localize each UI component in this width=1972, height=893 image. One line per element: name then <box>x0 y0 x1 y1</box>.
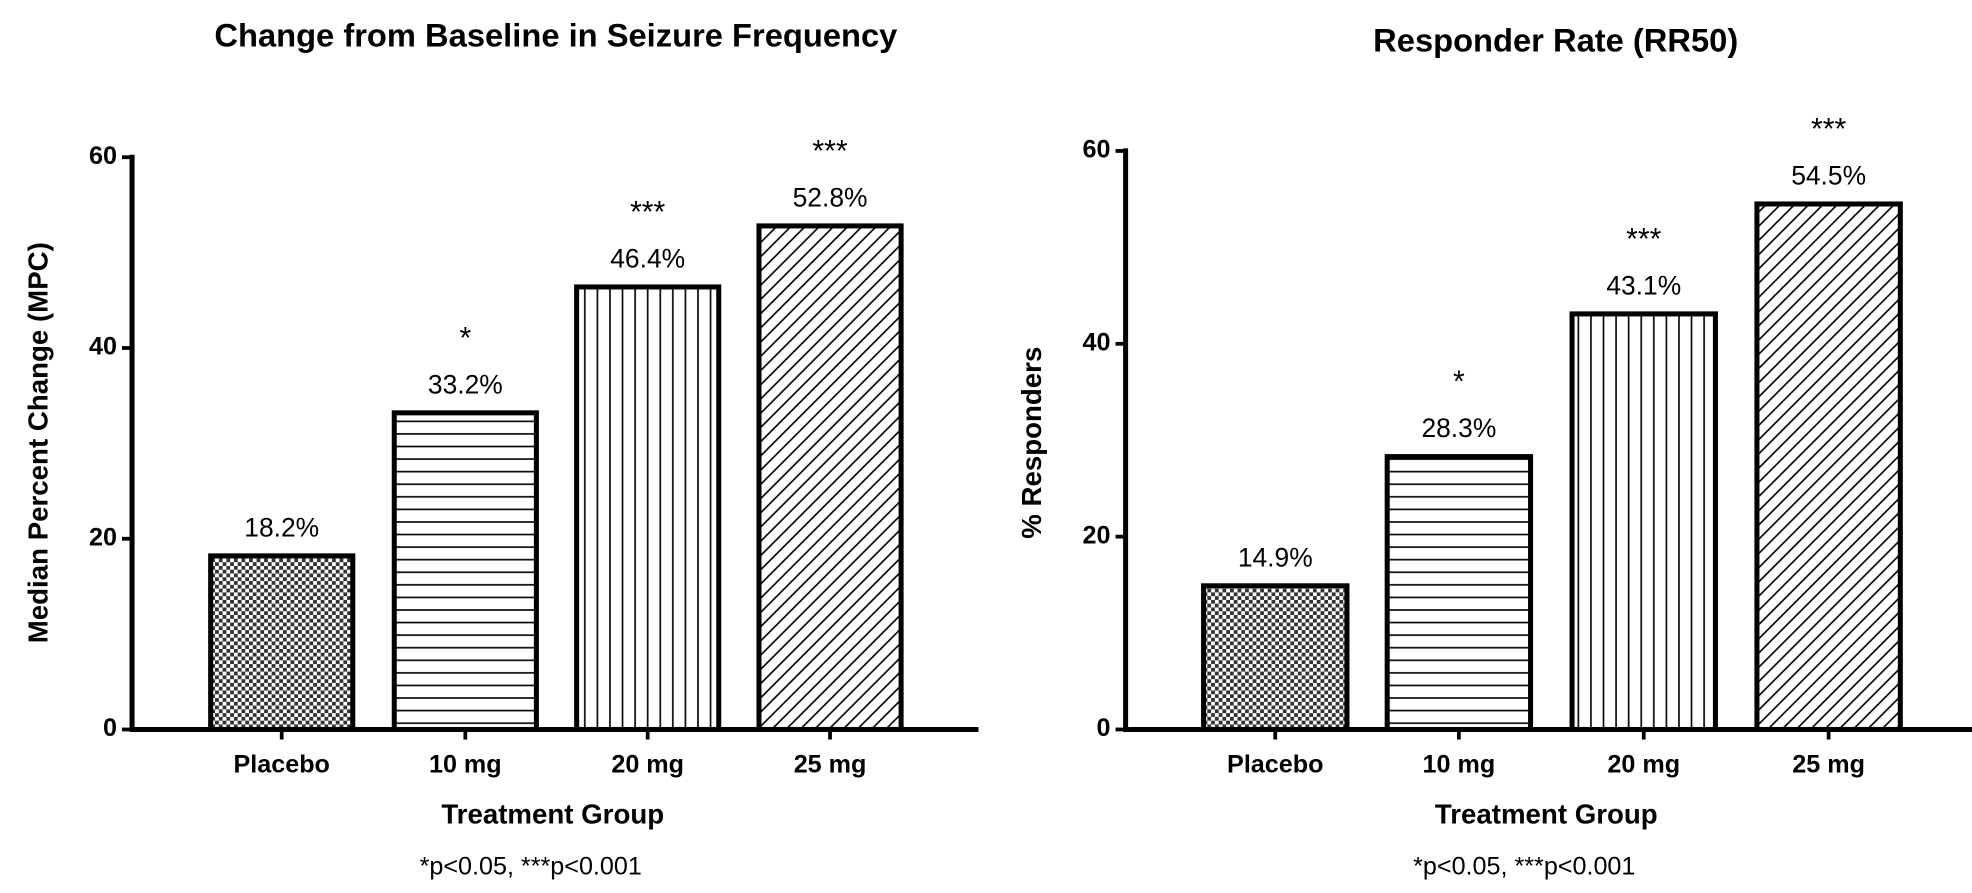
bar <box>1384 454 1534 732</box>
x-tick-label: Placebo <box>1227 751 1323 779</box>
x-tick-label: 25 mg <box>1792 751 1865 779</box>
value-label: 14.9% <box>1238 542 1313 572</box>
footnote: *p<0.05, ***p<0.001 <box>1413 852 1635 880</box>
y-tick-label: 60 <box>1083 136 1111 164</box>
y-tick-label: 40 <box>89 333 117 361</box>
significance-marker: *** <box>812 135 847 168</box>
significance-marker: * <box>1453 366 1465 399</box>
y-tick-label: 20 <box>89 523 117 551</box>
y-tick-label: 60 <box>89 142 117 170</box>
x-tick-label: Placebo <box>234 751 330 779</box>
x-tick-label: 25 mg <box>794 751 867 779</box>
x-tick-label: 20 mg <box>611 751 684 779</box>
footnote: *p<0.05, ***p<0.001 <box>420 852 642 880</box>
bar <box>756 223 904 732</box>
significance-marker: *** <box>1626 223 1661 256</box>
significance-marker: * <box>459 322 471 355</box>
x-axis-title: Treatment Group <box>441 799 664 830</box>
bar <box>574 284 722 732</box>
chart-title: Responder Rate (RR50) <box>1373 21 1738 58</box>
value-label: 52.8% <box>793 182 868 212</box>
x-tick-label: 20 mg <box>1607 751 1680 779</box>
significance-marker: *** <box>1811 113 1846 146</box>
x-tick-label: 10 mg <box>429 751 502 779</box>
bar <box>1201 583 1350 732</box>
x-tick-label: 10 mg <box>1423 751 1496 779</box>
y-axis-title: Median Percent Change (MPC) <box>23 242 54 643</box>
bar <box>1569 311 1718 732</box>
bar <box>208 553 356 732</box>
y-tick-label: 0 <box>1097 714 1111 742</box>
y-tick-label: 20 <box>1083 521 1111 549</box>
value-label: 18.2% <box>244 512 319 542</box>
y-tick-label: 40 <box>1083 328 1111 356</box>
value-label: 43.1% <box>1606 270 1681 300</box>
y-axis-title: % Responders <box>1016 347 1047 539</box>
chart-title: Change from Baseline in Seizure Frequenc… <box>214 16 897 53</box>
value-label: 33.2% <box>428 369 503 399</box>
value-label: 46.4% <box>610 244 685 274</box>
value-label: 54.5% <box>1791 161 1866 191</box>
significance-marker: *** <box>630 196 665 229</box>
x-axis-title: Treatment Group <box>1435 799 1658 830</box>
bar <box>1754 201 1903 732</box>
value-label: 28.3% <box>1421 413 1496 443</box>
bar <box>391 410 539 732</box>
y-tick-label: 0 <box>103 714 117 742</box>
